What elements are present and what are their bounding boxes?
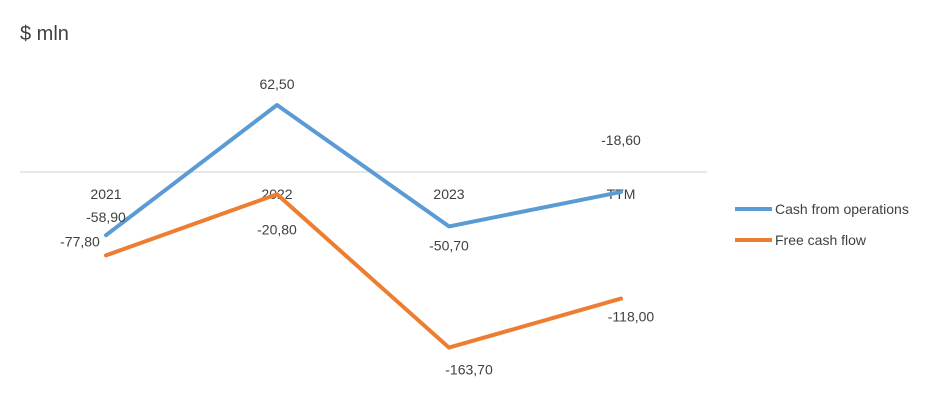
- data-label-free-cash-flow-2023: -163,70: [445, 362, 493, 378]
- legend-label-free-cash-flow: Free cash flow: [775, 232, 867, 248]
- data-label-cash-from-operations-2022: 62,50: [259, 76, 294, 92]
- data-labels: -58,90 62,50 -50,70 -18,60 -77,80 -20,80 -163,…: [60, 76, 654, 378]
- data-label-free-cash-flow-2021: -77,80: [60, 233, 100, 249]
- chart-unit-title: $ mln: [20, 23, 69, 45]
- x-tick-label-2021: 2021: [90, 186, 121, 202]
- x-axis-ticks: 2021 2022 2023 TTM: [90, 186, 635, 202]
- data-label-free-cash-flow-ttm: -118,00: [608, 309, 655, 325]
- legend-label-cash-from-operations: Cash from operations: [775, 201, 909, 217]
- x-tick-label-2023: 2023: [433, 186, 464, 202]
- series-line-free-cash-flow: [104, 192, 623, 350]
- series-lines: [104, 103, 623, 350]
- data-label-cash-from-operations-2023: -50,70: [429, 237, 469, 253]
- series-line-cash-from-operations: [104, 103, 623, 238]
- legend: Cash from operations Free cash flow: [735, 201, 909, 248]
- x-tick-label-ttm: TTM: [607, 186, 636, 202]
- data-label-cash-from-operations-ttm: -18,60: [601, 132, 641, 148]
- data-label-free-cash-flow-2022: -20,80: [257, 221, 297, 237]
- data-label-cash-from-operations-2021: -58,90: [86, 209, 126, 225]
